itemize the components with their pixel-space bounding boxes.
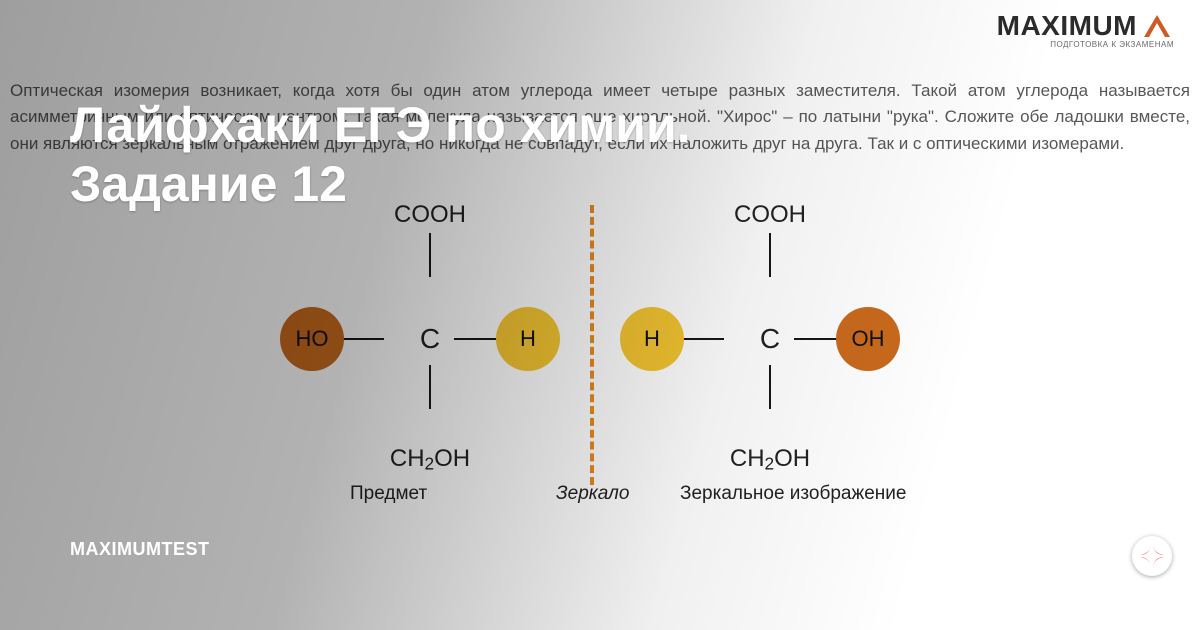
molecule-object: COOH C CH2OH HO H [290,205,570,465]
stage: MAXIMUM ПОДГОТОВКА К ЭКЗАМЕНАМ Оптическа… [0,0,1200,630]
molecule-mirror-image: COOH C CH2OH H OH [630,205,910,465]
brand-arc-icon [1140,11,1174,41]
brand-block: MAXIMUM ПОДГОТОВКА К ЭКЗАМЕНАМ [997,10,1174,49]
headline: Лайфхаки ЕГЭ по химии. Задание 12 [70,96,691,214]
zen-icon [1132,536,1172,576]
headline-line-2: Задание 12 [70,155,691,214]
bond-bottom [429,365,431,409]
bond-bottom [769,365,771,409]
group-bottom: CH2OH [290,445,570,474]
bond-top [769,233,771,277]
source-label: MAXIMUMTEST [70,539,210,560]
group-left-text: H [644,326,660,352]
group-right-text: OH [852,326,885,352]
group-bottom: CH2OH [630,445,910,474]
group-left-text: HO [296,326,329,352]
mirror-line [590,205,594,485]
caption-image: Зеркальное изображение [680,483,906,505]
group-right-circle: OH [836,307,900,371]
caption-mirror: Зеркало [556,483,629,505]
mirror-diagram: COOH C CH2OH HO H COOH C CH2OH H [0,205,1200,525]
group-left-circle: H [620,307,684,371]
bond-top [429,233,431,277]
group-right-text: H [520,326,536,352]
brand-name-row: MAXIMUM [997,10,1174,42]
brand-name: MAXIMUM [997,10,1137,42]
group-left-circle: HO [280,307,344,371]
group-right-circle: H [496,307,560,371]
headline-line-1: Лайфхаки ЕГЭ по химии. [70,96,691,155]
caption-object: Предмет [350,483,427,505]
